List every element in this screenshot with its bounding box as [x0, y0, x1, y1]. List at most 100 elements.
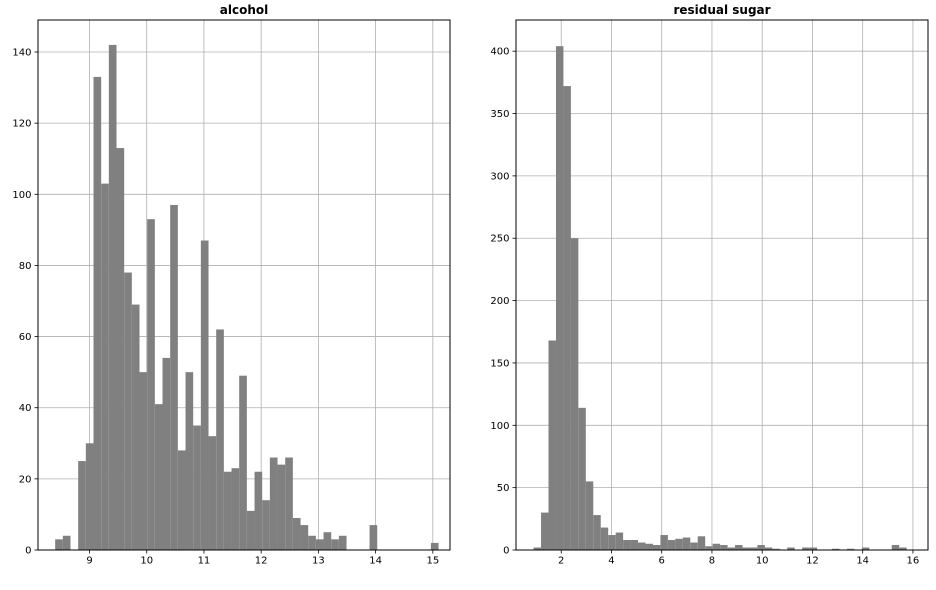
- bar: [586, 481, 593, 550]
- x-tick-label: 10: [756, 556, 769, 567]
- bar: [660, 535, 667, 550]
- y-tick-label: 80: [19, 261, 32, 272]
- bar: [193, 426, 201, 551]
- x-tick-label: 14: [369, 556, 382, 567]
- bar: [101, 184, 109, 550]
- bar: [713, 544, 720, 550]
- x-tick-label: 8: [709, 556, 715, 567]
- bar: [370, 525, 378, 550]
- y-tick-label: 150: [490, 358, 509, 369]
- bar: [247, 511, 255, 550]
- x-tick-label: 16: [907, 556, 920, 567]
- bar: [293, 518, 301, 550]
- x-tick-label: 14: [856, 556, 869, 567]
- bar: [216, 329, 224, 550]
- y-tick-label: 60: [19, 332, 32, 343]
- bar: [147, 219, 155, 550]
- y-tick-label: 120: [12, 119, 31, 130]
- bar: [78, 461, 86, 550]
- bar: [94, 77, 102, 550]
- bar: [720, 545, 727, 550]
- x-ticks: 9101112131415: [86, 550, 439, 567]
- bar: [616, 533, 623, 550]
- bar: [178, 450, 186, 550]
- bar: [698, 536, 705, 550]
- y-tick-label: 0: [503, 546, 509, 557]
- figure: 9101112131415020406080100120140alcohol24…: [0, 0, 936, 590]
- y-tick-label: 140: [12, 48, 31, 59]
- bar: [262, 500, 270, 550]
- bar: [331, 539, 339, 550]
- y-tick-label: 300: [490, 171, 509, 182]
- bar: [224, 472, 232, 550]
- bar: [757, 545, 764, 550]
- y-ticks: 0 20 40 60 80 100 120 140: [12, 48, 38, 557]
- bar: [163, 358, 171, 550]
- bar: [653, 545, 660, 550]
- y-tick-label: 50: [497, 483, 510, 494]
- bar: [170, 205, 178, 550]
- bar: [316, 539, 324, 550]
- bar: [578, 408, 585, 550]
- bar: [668, 540, 675, 550]
- bar: [255, 472, 263, 550]
- panel-residual-sugar: 246810121416050100150200250300350400resi…: [480, 2, 932, 572]
- bar: [541, 513, 548, 550]
- bar: [63, 536, 71, 550]
- bars: [55, 45, 438, 550]
- bar: [232, 468, 240, 550]
- bar: [339, 536, 347, 550]
- bar: [209, 436, 217, 550]
- y-tick-label: 100: [490, 421, 509, 432]
- y-tick-label: 250: [490, 234, 509, 245]
- x-tick-label: 6: [659, 556, 665, 567]
- bar: [270, 458, 278, 550]
- bar: [201, 241, 209, 550]
- bar: [308, 536, 316, 550]
- bar: [646, 544, 653, 550]
- bar: [690, 543, 697, 550]
- y-tick-label: 20: [19, 474, 32, 485]
- bar: [675, 539, 682, 550]
- x-tick-label: 12: [806, 556, 819, 567]
- x-tick-label: 15: [426, 556, 439, 567]
- x-tick-label: 11: [198, 556, 211, 567]
- bar: [285, 458, 293, 550]
- y-tick-label: 400: [490, 47, 509, 58]
- panel-svg: 9101112131415020406080100120140alcohol: [2, 2, 454, 572]
- bars: [534, 46, 907, 550]
- bar: [892, 545, 899, 550]
- y-tick-label: 100: [12, 190, 31, 201]
- bar: [301, 525, 309, 550]
- panel-svg: 246810121416050100150200250300350400resi…: [480, 2, 932, 572]
- y-tick-label: 40: [19, 403, 32, 414]
- panel-alcohol: 9101112131415020406080100120140alcohol: [2, 2, 454, 572]
- bar: [631, 540, 638, 550]
- bar: [431, 543, 439, 550]
- x-tick-label: 13: [312, 556, 325, 567]
- bar: [124, 273, 132, 550]
- bar: [571, 238, 578, 550]
- x-tick-label: 10: [140, 556, 153, 567]
- x-tick-label: 4: [608, 556, 614, 567]
- bar: [638, 543, 645, 550]
- bar: [278, 465, 286, 550]
- bar: [549, 340, 556, 550]
- bar: [55, 539, 63, 550]
- bar: [186, 372, 194, 550]
- bar: [132, 305, 140, 550]
- y-tick-label: 0: [25, 546, 31, 557]
- bar: [324, 532, 332, 550]
- bar: [109, 45, 117, 550]
- bar: [140, 372, 148, 550]
- panel-title: alcohol: [220, 3, 268, 17]
- x-ticks: 2 4 6 8 10 12 14 16: [558, 550, 919, 567]
- y-ticks: 050100150200250300350400: [490, 47, 516, 557]
- y-tick-label: 350: [490, 109, 509, 120]
- bar: [86, 443, 94, 550]
- x-tick-label: 2: [558, 556, 564, 567]
- x-tick-label: 9: [86, 556, 92, 567]
- bar: [735, 545, 742, 550]
- bar: [556, 46, 563, 550]
- bar: [155, 404, 163, 550]
